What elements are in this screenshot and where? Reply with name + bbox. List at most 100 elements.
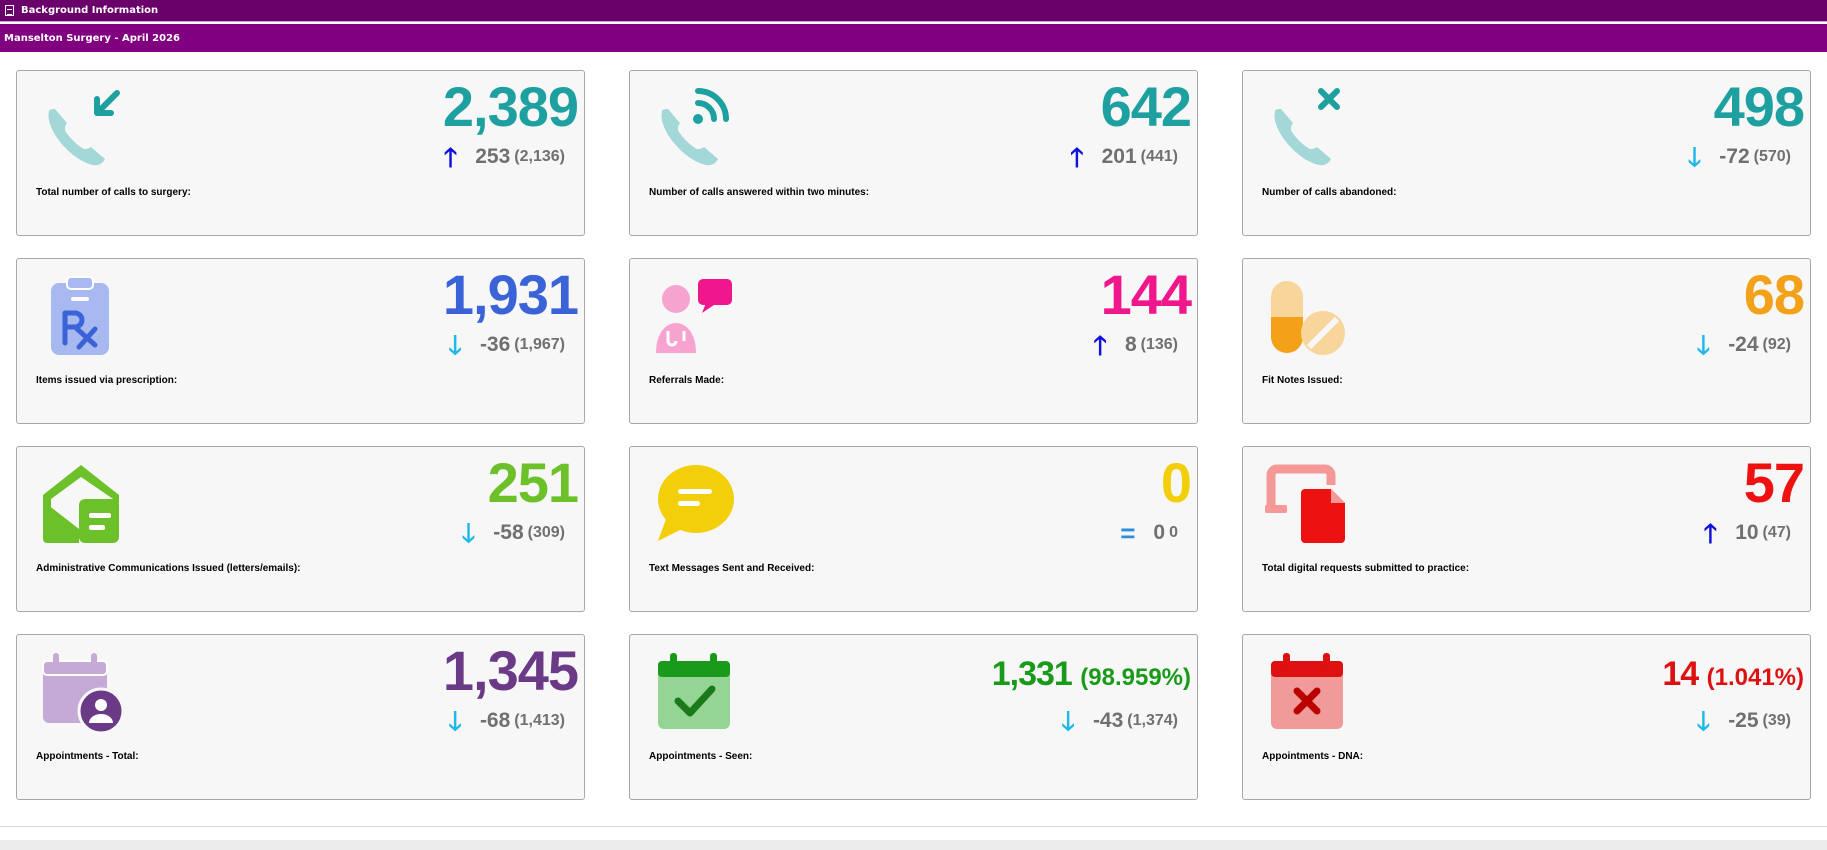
calendar-check-icon bbox=[658, 653, 730, 729]
kpi-previous: (1,967) bbox=[514, 336, 565, 353]
divider bbox=[0, 826, 1827, 827]
kpi-delta: -43 bbox=[1092, 709, 1124, 732]
kpi-change: 🡑 10 (47) bbox=[1704, 519, 1791, 547]
doctor-consult-icon bbox=[656, 279, 732, 353]
kpi-delta: 253 bbox=[475, 145, 511, 168]
kpi-label: Appointments - Seen: bbox=[649, 751, 753, 762]
kpi-card-digital-requests: 57 🡑 10 (47) Total digital requests subm… bbox=[1242, 446, 1811, 612]
kpi-card-text-messages: 0 = 0 0 Text Messages Sent and Received: bbox=[629, 446, 1198, 612]
arrow-down-icon: 🡓 bbox=[1696, 706, 1711, 736]
kpi-value: 144 bbox=[1100, 263, 1192, 326]
kpi-label: Total digital requests submitted to prac… bbox=[1262, 563, 1470, 574]
kpi-value: 498 bbox=[1713, 75, 1805, 138]
kpi-value: 68 bbox=[1743, 263, 1805, 326]
kpi-label: Number of calls answered within two minu… bbox=[649, 187, 870, 198]
kpi-change: 🡓 -58 (309) bbox=[462, 519, 565, 547]
arrow-down-icon: 🡓 bbox=[1696, 330, 1711, 360]
kpi-change: 🡑 201 (441) bbox=[1070, 143, 1178, 171]
kpi-value: 14 bbox=[1662, 655, 1699, 693]
kpi-percentage: (98.959%) bbox=[1080, 664, 1191, 691]
kpi-card-abandoned-calls: 498 🡓 -72 (570) Number of calls abandone… bbox=[1242, 70, 1811, 236]
kpi-change: 🡓 -72 (570) bbox=[1688, 143, 1791, 171]
kpi-previous: (570) bbox=[1753, 148, 1791, 165]
kpi-delta: -68 bbox=[479, 709, 511, 732]
kpi-value: 1,331 bbox=[991, 655, 1073, 693]
window-title: Background Information bbox=[21, 5, 159, 16]
kpi-change: = 0 0 bbox=[1120, 519, 1178, 547]
calendar-x-icon bbox=[1271, 653, 1343, 729]
kpi-label: Number of calls abandoned: bbox=[1262, 187, 1397, 198]
document-icon bbox=[5, 5, 14, 16]
arrow-down-icon: 🡓 bbox=[461, 518, 476, 548]
kpi-previous: (441) bbox=[1140, 148, 1178, 165]
kpi-label: Items issued via prescription: bbox=[36, 375, 178, 386]
phone-missed-icon bbox=[1274, 88, 1340, 166]
kpi-previous: (47) bbox=[1762, 524, 1791, 541]
kpi-previous: (2,136) bbox=[514, 148, 565, 165]
arrow-down-icon: 🡓 bbox=[1061, 706, 1075, 736]
kpi-delta: 0 bbox=[1153, 521, 1166, 544]
kpi-previous: (1,413) bbox=[514, 712, 565, 729]
arrow-up-icon: 🡑 bbox=[1703, 518, 1718, 548]
kpi-change: 🡑 253 (2,136) bbox=[444, 143, 565, 171]
kpi-previous: (309) bbox=[527, 524, 565, 541]
prescription-icon bbox=[51, 276, 109, 355]
kpi-delta: -58 bbox=[493, 521, 524, 544]
page-header: Manselton Surgery - April 2026 bbox=[0, 24, 1827, 52]
horizontal-scrollbar[interactable] bbox=[0, 840, 1827, 850]
kpi-label: Appointments - Total: bbox=[36, 751, 139, 762]
kpi-delta: 201 bbox=[1101, 145, 1137, 168]
phone-answered-icon bbox=[661, 88, 729, 166]
kpi-label: Text Messages Sent and Received: bbox=[649, 563, 815, 574]
kpi-delta: -36 bbox=[479, 333, 511, 356]
kpi-previous: 0 bbox=[1169, 524, 1178, 541]
kpi-card-referrals: 144 🡑 8 (136) Referrals Made: bbox=[629, 258, 1198, 424]
kpi-card-fit-notes: 68 🡓 -24 (92) Fit Notes Issued: bbox=[1242, 258, 1811, 424]
kpi-label: Administrative Communications Issued (le… bbox=[36, 563, 301, 574]
kpi-change: 🡑 8 (136) bbox=[1093, 331, 1178, 359]
kpi-card-appointments-total: 1,345 🡓 -68 (1,413) Appointments - Total… bbox=[16, 634, 585, 800]
kpi-previous: (92) bbox=[1762, 336, 1791, 353]
kpi-change: 🡓 -25 (39) bbox=[1697, 707, 1791, 735]
kpi-change: 🡓 -43 (1,374) bbox=[1061, 707, 1178, 735]
kpi-label: Appointments - DNA: bbox=[1262, 751, 1364, 762]
kpi-card-answered-calls: 642 🡑 201 (441) Number of calls answered… bbox=[629, 70, 1198, 236]
kpi-delta: -24 bbox=[1728, 333, 1759, 356]
digital-request-icon bbox=[1265, 464, 1345, 543]
kpi-card-total-calls: 2,389 🡑 253 (2,136) Total number of call… bbox=[16, 70, 585, 236]
kpi-previous: (39) bbox=[1762, 712, 1791, 729]
kpi-card-prescriptions: 1,931 🡓 -36 (1,967) Items issued via pre… bbox=[16, 258, 585, 424]
kpi-card-admin-communications: 251 🡓 -58 (309) Administrative Communica… bbox=[16, 446, 585, 612]
page-subtitle: Manselton Surgery - April 2026 bbox=[4, 32, 180, 44]
arrow-up-icon: 🡑 bbox=[443, 142, 458, 172]
phone-incoming-icon bbox=[48, 90, 120, 166]
kpi-value: 57 bbox=[1743, 451, 1805, 514]
arrow-up-icon: 🡑 bbox=[1070, 142, 1084, 172]
kpi-value: 1,931 bbox=[442, 263, 579, 326]
arrow-down-icon: 🡓 bbox=[448, 330, 462, 360]
kpi-percentage: (1.041%) bbox=[1706, 664, 1804, 691]
kpi-value-row: 14 (1.041%) bbox=[1662, 653, 1804, 699]
window-titlebar: Background Information bbox=[0, 0, 1827, 22]
kpi-grid: 2,389 🡑 253 (2,136) Total number of call… bbox=[16, 70, 1812, 800]
kpi-value: 642 bbox=[1100, 75, 1192, 138]
arrow-down-icon: 🡓 bbox=[1687, 142, 1702, 172]
kpi-delta: -72 bbox=[1719, 145, 1750, 168]
arrow-up-icon: 🡑 bbox=[1093, 330, 1107, 360]
kpi-change: 🡓 -36 (1,967) bbox=[448, 331, 565, 359]
kpi-label: Total number of calls to surgery: bbox=[36, 187, 191, 198]
kpi-card-appointments-seen: 1,331 (98.959%) 🡓 -43 (1,374) Appointmen… bbox=[629, 634, 1198, 800]
kpi-delta: 8 bbox=[1124, 333, 1137, 356]
equals-icon: = bbox=[1120, 518, 1136, 548]
kpi-change: 🡓 -68 (1,413) bbox=[448, 707, 565, 735]
kpi-previous: (136) bbox=[1140, 336, 1178, 353]
arrow-down-icon: 🡓 bbox=[448, 706, 462, 736]
kpi-card-appointments-dna: 14 (1.041%) 🡓 -25 (39) Appointments - DN… bbox=[1242, 634, 1811, 800]
kpi-delta: -25 bbox=[1728, 709, 1759, 732]
kpi-value: 2,389 bbox=[442, 75, 579, 138]
kpi-value: 251 bbox=[487, 451, 579, 514]
calendar-user-icon bbox=[42, 653, 123, 733]
kpi-change: 🡓 -24 (92) bbox=[1697, 331, 1791, 359]
kpi-previous: (1,374) bbox=[1127, 712, 1178, 729]
pills-icon bbox=[1271, 281, 1345, 355]
